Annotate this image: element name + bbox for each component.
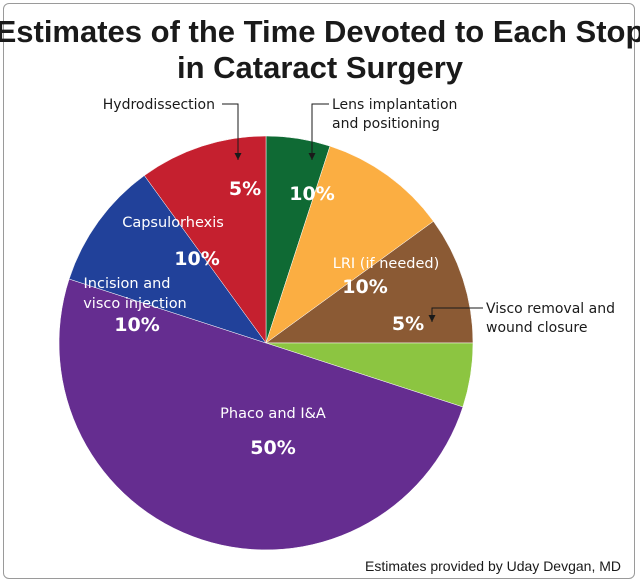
pie-slice-phaco-and-ianda [58,278,464,551]
callout-label-lens-implantation: Lens implantation [332,97,457,113]
credit-note: Estimates provided by Uday Devgan, MD [365,558,621,574]
slice-value-visco-removal-and: 5% [392,313,424,335]
slice-value-hydrodissection: 5% [229,178,261,200]
slice-value-lri-if-needed: 10% [342,276,387,298]
callout-label-hydrodissection: Hydrodissection [103,97,215,113]
pie-slice-lri-if-needed [265,220,474,344]
callout-arrowhead-hydrodissection [234,153,242,160]
slice-name-phaco-and-ianda: Phaco and I&A [220,406,326,422]
pie-callouts: Hydrodissection Lens implantation and posi… [103,97,615,336]
pie-labels: 5% 10%LRI (if needed)10%5%Phaco and I&A50… [83,178,439,459]
slice-name-incision-and: Incision and [84,276,171,292]
pie-slice-lens-implantation [265,145,434,344]
slice-name-lri-if-needed: LRI (if needed) [333,256,439,272]
callout-leader-lens-implantation [311,103,329,160]
slice-value-incision-and: 10% [114,314,159,336]
chart-title-line-1: Estimates of the Time Devoted to Each St… [0,14,640,49]
slice-name-incision-and-2: visco injection [83,296,187,312]
callout-label-visco-removal-and: Visco removal and [486,301,615,317]
chart-frame [3,3,635,579]
slice-value-capsulorhexis: 10% [174,248,219,270]
chart-title-line-2: in Cataract Surgery [177,50,464,85]
callout-arrowhead-visco-removal-and [428,315,436,322]
callout-leader-hydrodissection [222,103,239,160]
callout-label-visco-removal-and-2: wound closure [486,320,587,336]
callout-label-lens-implantation-2: and positioning [332,116,440,132]
slice-value-phaco-and-ianda: 50% [250,437,295,459]
slice-value-lens-implantation: 10% [289,183,334,205]
slice-name-capsulorhexis: Capsulorhexis [122,215,224,231]
pie-slice-capsulorhexis [143,135,267,344]
callout-arrowhead-lens-implantation [308,153,316,160]
pie-slice-incision-and [68,175,267,344]
pie-slices [58,135,474,551]
